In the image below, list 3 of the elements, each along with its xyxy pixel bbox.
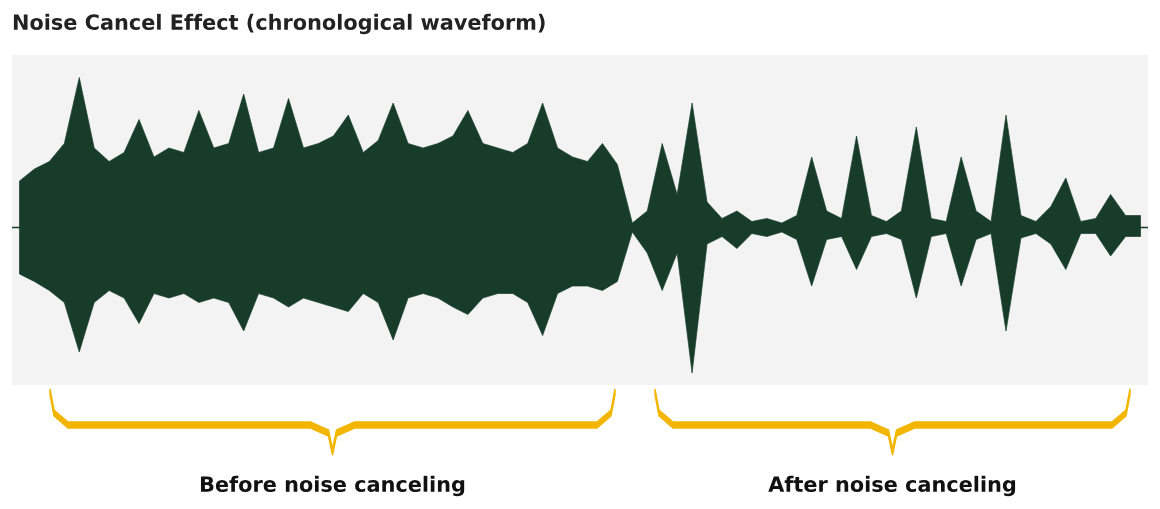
chart-title: Noise Cancel Effect (chronological waveform) xyxy=(13,13,545,35)
text: After noise canceling xyxy=(768,475,1016,497)
text: Before noise canceling xyxy=(200,475,465,497)
